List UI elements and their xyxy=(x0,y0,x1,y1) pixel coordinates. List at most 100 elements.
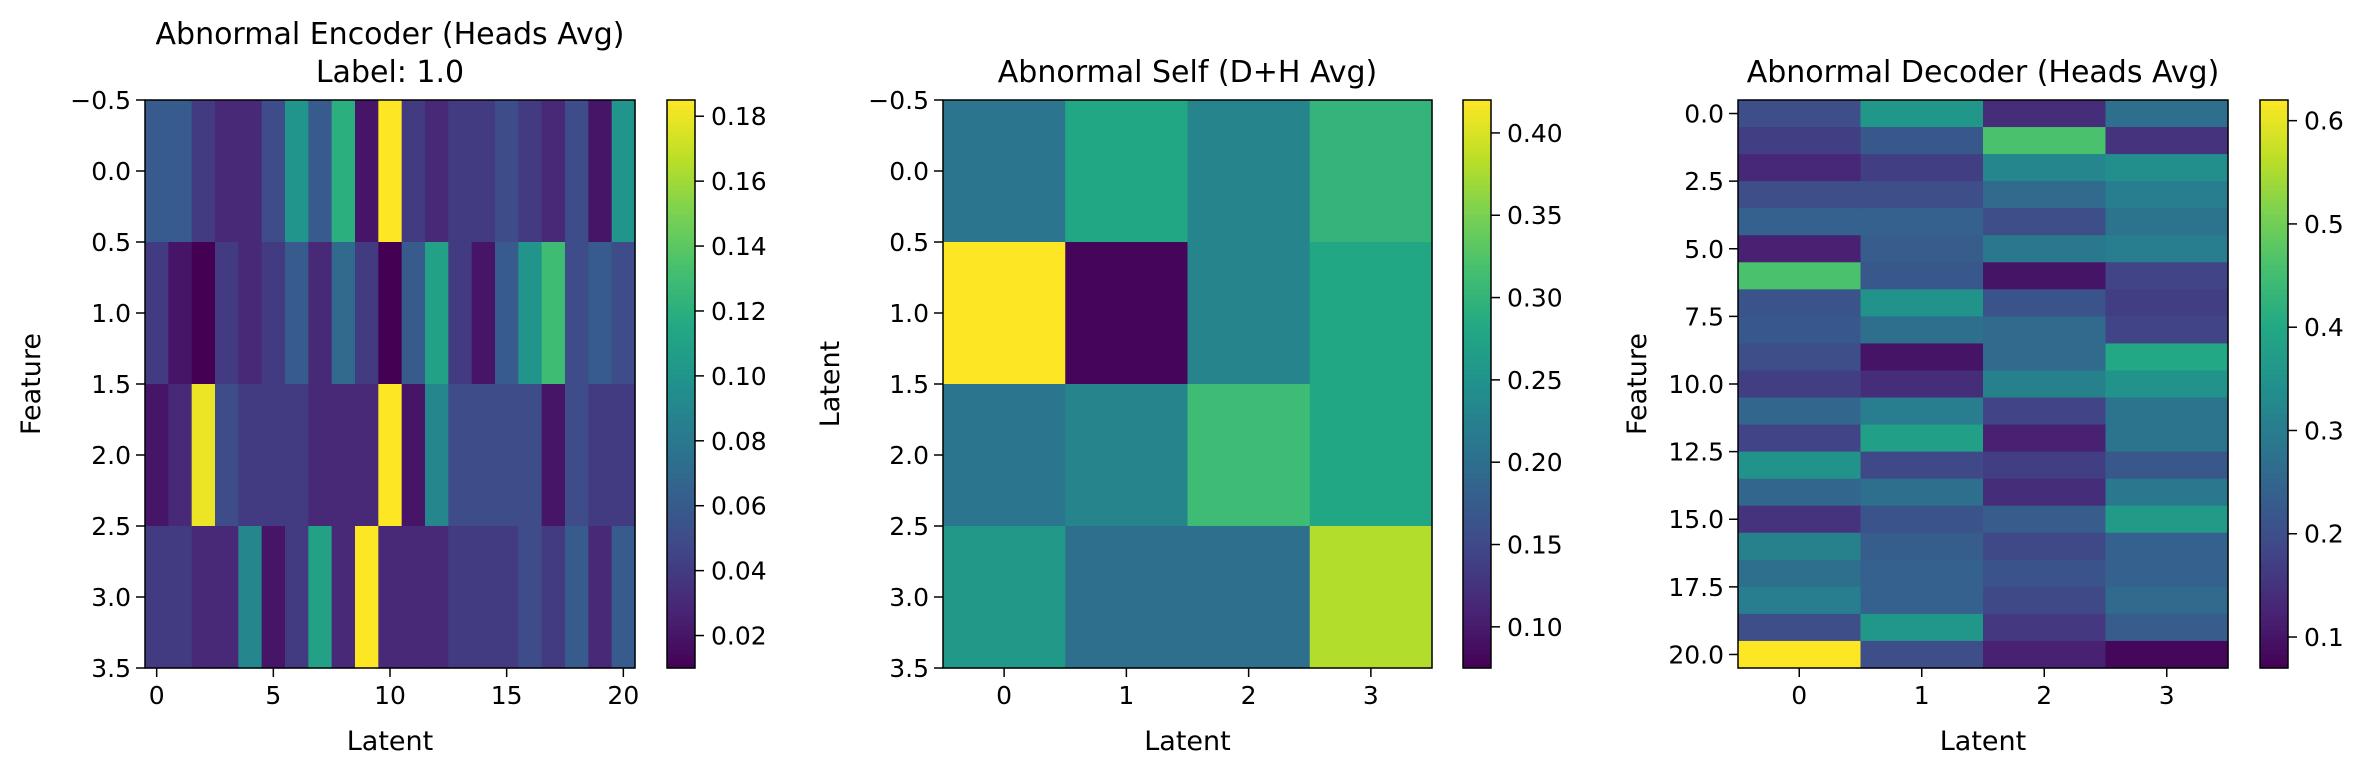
colorbar-segment xyxy=(1463,360,1491,366)
colorbar-segment xyxy=(667,365,695,371)
colorbar-segment xyxy=(667,469,695,475)
cell-r0-c1 xyxy=(168,100,193,243)
cell-r8-c0 xyxy=(1738,316,1862,345)
colorbar-tick-label: 0.1 xyxy=(2304,623,2344,652)
colorbar-segment xyxy=(1463,436,1491,442)
colorbar-segment xyxy=(2260,426,2288,432)
y-tick-label: 0.5 xyxy=(889,228,929,257)
colorbar-segment xyxy=(667,431,695,437)
colorbar-segment xyxy=(2260,388,2288,395)
panel-2: Abnormal Self (D+H Avg) 0 1 2 3 −0.5 0.0 0.5 1.0… xyxy=(815,55,1563,757)
colorbar-segment xyxy=(2260,341,2288,347)
colorbar-segment xyxy=(1463,128,1491,134)
cell-r10-c3 xyxy=(2105,370,2229,399)
colorbar-segment xyxy=(2260,464,2288,470)
colorbar-segment xyxy=(667,204,695,210)
cell-r0-c17 xyxy=(541,100,566,243)
colorbar-segment xyxy=(2260,331,2288,338)
cell-r0-c12 xyxy=(425,100,449,243)
cell-r1-c1 xyxy=(168,242,193,385)
colorbar-segment xyxy=(1463,270,1491,276)
colorbar-segment xyxy=(2260,199,2288,205)
colorbar-segment xyxy=(1463,620,1491,626)
x-axis-label: Latent xyxy=(1940,726,2026,757)
colorbar-segment xyxy=(2260,223,2288,229)
colorbar-tick-label: 0.18 xyxy=(711,102,767,131)
cell-r18-c3 xyxy=(2105,586,2229,615)
colorbar-segment xyxy=(1463,440,1491,447)
colorbar-segment xyxy=(2260,639,2288,645)
x-tick-label: 15 xyxy=(491,681,523,710)
cell-r2-c6 xyxy=(285,384,309,527)
colorbar-segment xyxy=(667,507,695,513)
colorbar-segment xyxy=(667,308,695,314)
cell-r6-c3 xyxy=(2105,262,2229,290)
cell-r20-c1 xyxy=(1860,640,1984,669)
colorbar-segment xyxy=(667,601,695,608)
y-axis-label: Feature xyxy=(1622,333,1653,435)
colorbar-segment xyxy=(2260,630,2288,636)
colorbar-segment xyxy=(2260,142,2288,148)
cell-r19-c3 xyxy=(2105,613,2229,642)
colorbar-segment xyxy=(1463,218,1491,224)
y-axis-label: Feature xyxy=(16,333,47,435)
colorbar-segment xyxy=(2260,421,2288,428)
cell-r3-c20 xyxy=(611,526,636,669)
cell-r2-c13 xyxy=(448,384,473,527)
colorbar-segment xyxy=(667,284,695,290)
y-tick-label: 20.0 xyxy=(1668,640,1724,669)
colorbar-segment xyxy=(2260,440,2288,447)
cell-r6-c2 xyxy=(1983,262,2107,290)
colorbar-segment xyxy=(1463,369,1491,376)
colorbar-segment xyxy=(667,213,695,219)
cell-r15-c1 xyxy=(1860,505,1984,534)
colorbar-segment xyxy=(667,630,695,636)
cell-r1-c10 xyxy=(378,242,403,385)
colorbar-segment xyxy=(667,374,695,380)
colorbar-segment xyxy=(667,606,695,612)
cell-r3-c16 xyxy=(518,526,543,669)
colorbar-segment xyxy=(2260,535,2288,541)
colorbar-segment xyxy=(1463,303,1491,309)
cell-r2-c2 xyxy=(1187,384,1311,527)
colorbar-segment xyxy=(667,260,695,267)
colorbar-segment xyxy=(1463,597,1491,603)
cell-r0-c3 xyxy=(1309,100,1433,243)
cell-r0-c2 xyxy=(191,100,216,243)
x-tick-label: 20 xyxy=(607,681,639,710)
colorbar-segment xyxy=(1463,511,1491,518)
colorbar-segment xyxy=(667,559,695,565)
colorbar-segment xyxy=(1463,649,1491,655)
cell-r19-c2 xyxy=(1983,613,2107,642)
cell-r2-c0 xyxy=(943,384,1066,527)
cell-r1-c0 xyxy=(145,242,169,385)
cell-r2-c20 xyxy=(611,384,636,527)
cell-r20-c0 xyxy=(1738,640,1862,669)
colorbar-tick-label: 0.04 xyxy=(711,557,767,586)
colorbar-segment xyxy=(1463,185,1491,191)
colorbar-segment xyxy=(2260,355,2288,361)
cell-r1-c2 xyxy=(1187,242,1311,385)
cell-r0-c10 xyxy=(378,100,403,243)
y-tick-label: 10.0 xyxy=(1668,370,1724,399)
cell-r11-c3 xyxy=(2105,397,2229,426)
colorbar-segment xyxy=(667,166,695,172)
cell-r4-c0 xyxy=(1738,208,1862,236)
colorbar-segment xyxy=(667,644,695,650)
colorbar-segment xyxy=(1463,365,1491,371)
colorbar-segment xyxy=(1463,573,1491,579)
colorbar-segment xyxy=(667,379,695,385)
colorbar-segment xyxy=(2260,294,2288,300)
colorbar-segment xyxy=(667,298,695,305)
colorbar-segment xyxy=(1463,578,1491,584)
colorbar-segment xyxy=(1463,118,1491,125)
colorbar-segment xyxy=(2260,175,2288,182)
colorbar-segment xyxy=(1463,336,1491,342)
cell-r4-c1 xyxy=(1860,208,1984,236)
cell-r2-c12 xyxy=(425,384,449,527)
colorbar-segment xyxy=(667,336,695,342)
cell-r0-c15 xyxy=(495,100,519,243)
colorbar-segment xyxy=(667,223,695,229)
cell-r2-c11 xyxy=(401,384,426,527)
cell-r1-c9 xyxy=(355,242,379,385)
